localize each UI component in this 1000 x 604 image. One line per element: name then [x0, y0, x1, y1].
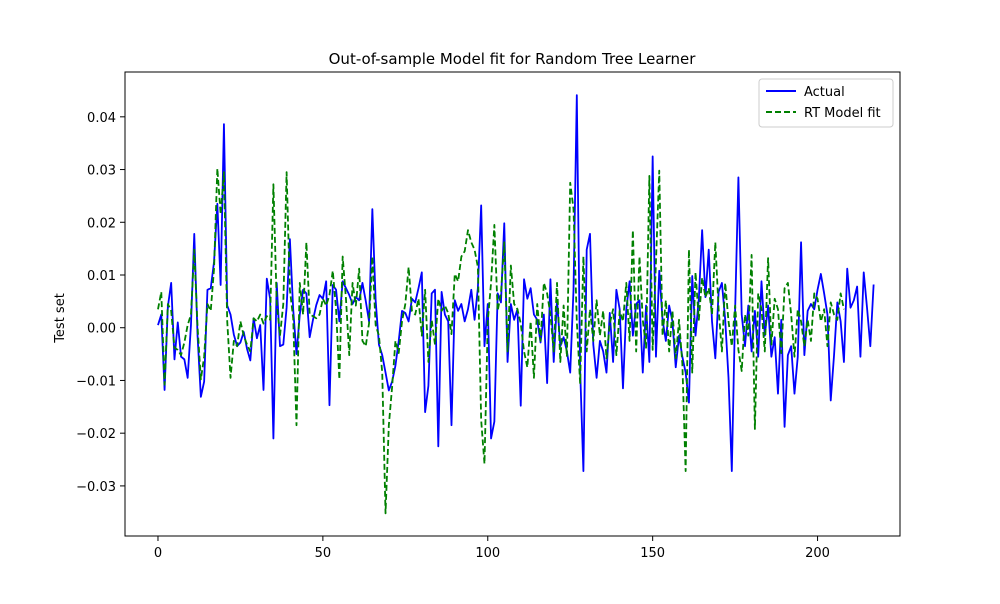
series-line-rt-model-fit: [157, 167, 845, 515]
y-tick-label-3: 0.00: [87, 322, 116, 337]
chart-title: Out-of-sample Model fit for Random Tree …: [329, 50, 697, 68]
legend-label-actual: Actual: [804, 85, 845, 100]
x-tick-label-150: 150: [640, 546, 665, 561]
legend-label-rt-model-fit: RT Model fit: [804, 106, 881, 121]
y-tick-label-4: 0.01: [87, 269, 116, 284]
y-tick-label-2: −0.01: [76, 374, 116, 389]
y-tick-label-0: −0.03: [76, 480, 116, 495]
y-tick-label-6: 0.03: [87, 164, 116, 179]
y-axis-label: Test set: [53, 293, 68, 344]
y-tick-label-5: 0.02: [87, 216, 116, 231]
axis-ticks: 0 50 100 150 200 −0.03 −0.02 −0.01 0.00 0.01 0.02 0…: [76, 111, 830, 561]
x-tick-label-200: 200: [805, 546, 830, 561]
y-tick-label-1: −0.02: [76, 427, 116, 442]
legend: Actual RT Model fit: [758, 78, 894, 128]
x-tick-label-100: 100: [475, 546, 500, 561]
plot-frame: [124, 71, 901, 537]
y-tick-label-7: 0.04: [87, 111, 116, 126]
x-tick-label-50: 50: [315, 546, 332, 561]
series-group: [157, 94, 875, 515]
x-tick-label-0: 0: [154, 546, 162, 561]
